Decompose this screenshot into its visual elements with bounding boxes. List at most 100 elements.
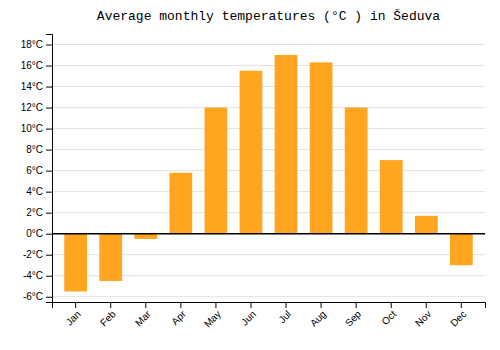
grid-line (52, 191, 485, 192)
x-tick: Aug (308, 302, 328, 329)
x-tick-mark (321, 302, 322, 308)
y-tick-label: -4°C (23, 270, 43, 281)
y-tick-label: 14°C (21, 81, 43, 92)
y-tick: 10°C (21, 123, 52, 134)
x-tick-mark (356, 302, 357, 308)
y-tick-label: 16°C (21, 60, 43, 71)
bar (169, 173, 192, 234)
bars (64, 55, 472, 291)
x-tick-mark (180, 302, 181, 308)
x-tick-mark (461, 302, 462, 308)
y-tick-mark (46, 45, 52, 46)
x-tick-mark (75, 302, 76, 308)
bar (450, 234, 473, 266)
y-tick-label: 12°C (21, 102, 43, 113)
title: Average monthly temperatures (°C ) in Še… (97, 9, 440, 24)
grid-line (52, 128, 485, 129)
y-tick: 16°C (21, 60, 52, 71)
grid-line (52, 149, 485, 150)
y-tick: 14°C (21, 81, 52, 92)
bar (380, 160, 403, 234)
x-tick-label: Nov (413, 308, 433, 328)
grid-line (52, 170, 485, 171)
y-tick: 8°C (26, 144, 52, 155)
x-tick-label: Mar (133, 308, 153, 328)
bar (64, 234, 87, 292)
x-axis: Jan Feb Mar Apr May Jun Jul Aug Sep Oct Nov Dec (53, 302, 486, 330)
x-tick: May (202, 302, 223, 330)
y-tick: 0°C (26, 228, 52, 239)
x-tick-label: Jan (64, 308, 83, 327)
x-tick-label: Feb (98, 308, 118, 328)
y-tick-mark (46, 171, 52, 172)
y-tick-label: 6°C (26, 165, 43, 176)
grid-line (52, 296, 485, 297)
y-tick: 12°C (21, 102, 52, 113)
x-tick-label: Aug (308, 308, 328, 328)
x-tick-label: Dec (448, 308, 468, 328)
x-tick: Nov (413, 302, 433, 329)
y-tick-label: 4°C (26, 186, 43, 197)
x-tick-label: May (202, 308, 223, 329)
x-tick: Oct (380, 302, 399, 327)
y-tick-label: -2°C (23, 249, 43, 260)
y-tick: 2°C (26, 207, 52, 218)
y-tick-label: 18°C (21, 39, 43, 50)
grid-line (52, 212, 485, 213)
grid-line (52, 233, 485, 234)
y-tick-label: 2°C (26, 207, 43, 218)
y-tick: 4°C (26, 186, 52, 197)
y-tick: -4°C (23, 270, 52, 281)
x-tick-mark (250, 302, 251, 308)
x-tick-label: Jul (276, 308, 293, 325)
x-tick: Jun (239, 302, 258, 328)
zero-line (52, 233, 485, 235)
x-tick-mark (110, 302, 111, 308)
bar (275, 55, 298, 234)
x-tick-mark (145, 302, 146, 308)
bar (310, 62, 333, 233)
x-tick-label: Apr (169, 308, 188, 327)
y-tick-mark (46, 213, 52, 214)
x-tick: Dec (448, 302, 468, 329)
grid (52, 45, 485, 297)
y-tick-label: -6°C (23, 291, 43, 302)
x-tick: Jan (64, 302, 83, 328)
y-axis: -6°C -4°C -2°C 0°C 2°C 4°C 6°C 8°C 10°C 12°C 14°C 1… (21, 35, 53, 303)
bar (240, 71, 263, 234)
grid-line (52, 44, 485, 45)
y-tick-label: 10°C (21, 123, 43, 134)
grid-line (52, 65, 485, 66)
x-tick: Jul (276, 302, 293, 325)
y-axis-line (46, 35, 53, 303)
bar (345, 108, 368, 234)
plot: -6°C -4°C -2°C 0°C 2°C 4°C 6°C 8°C 10°C 12°C 14°C 1… (21, 35, 486, 330)
x-tick: Apr (169, 302, 188, 327)
y-tick-mark (46, 192, 52, 193)
x-tick-mark (215, 302, 216, 308)
y-tick-label: 8°C (26, 144, 43, 155)
x-tick: Mar (133, 302, 153, 328)
x-tick-label: Oct (380, 308, 399, 327)
y-tick: 18°C (21, 39, 52, 50)
grid-line (52, 107, 485, 108)
x-tick: Sep (343, 302, 364, 329)
bar (415, 216, 438, 234)
y-tick-label: 0°C (26, 228, 43, 239)
y-tick-mark (46, 297, 52, 298)
y-tick: -2°C (23, 249, 52, 260)
x-tick-label: Sep (343, 308, 364, 329)
y-tick-mark (46, 108, 52, 109)
chart: -6°C -4°C -2°C 0°C 2°C 4°C 6°C 8°C 10°C 12°C 14°C 1… (0, 0, 500, 350)
y-tick-mark (46, 129, 52, 130)
x-axis-line (53, 303, 486, 309)
x-tick-mark (286, 302, 287, 308)
y-tick-mark (46, 234, 52, 235)
x-tick: Feb (98, 302, 118, 328)
x-tick-label: Jun (239, 308, 258, 327)
y-tick-mark (46, 87, 52, 88)
grid-line (52, 86, 485, 87)
y-tick-mark (46, 150, 52, 151)
y-tick-mark (46, 66, 52, 67)
y-tick: 6°C (26, 165, 52, 176)
